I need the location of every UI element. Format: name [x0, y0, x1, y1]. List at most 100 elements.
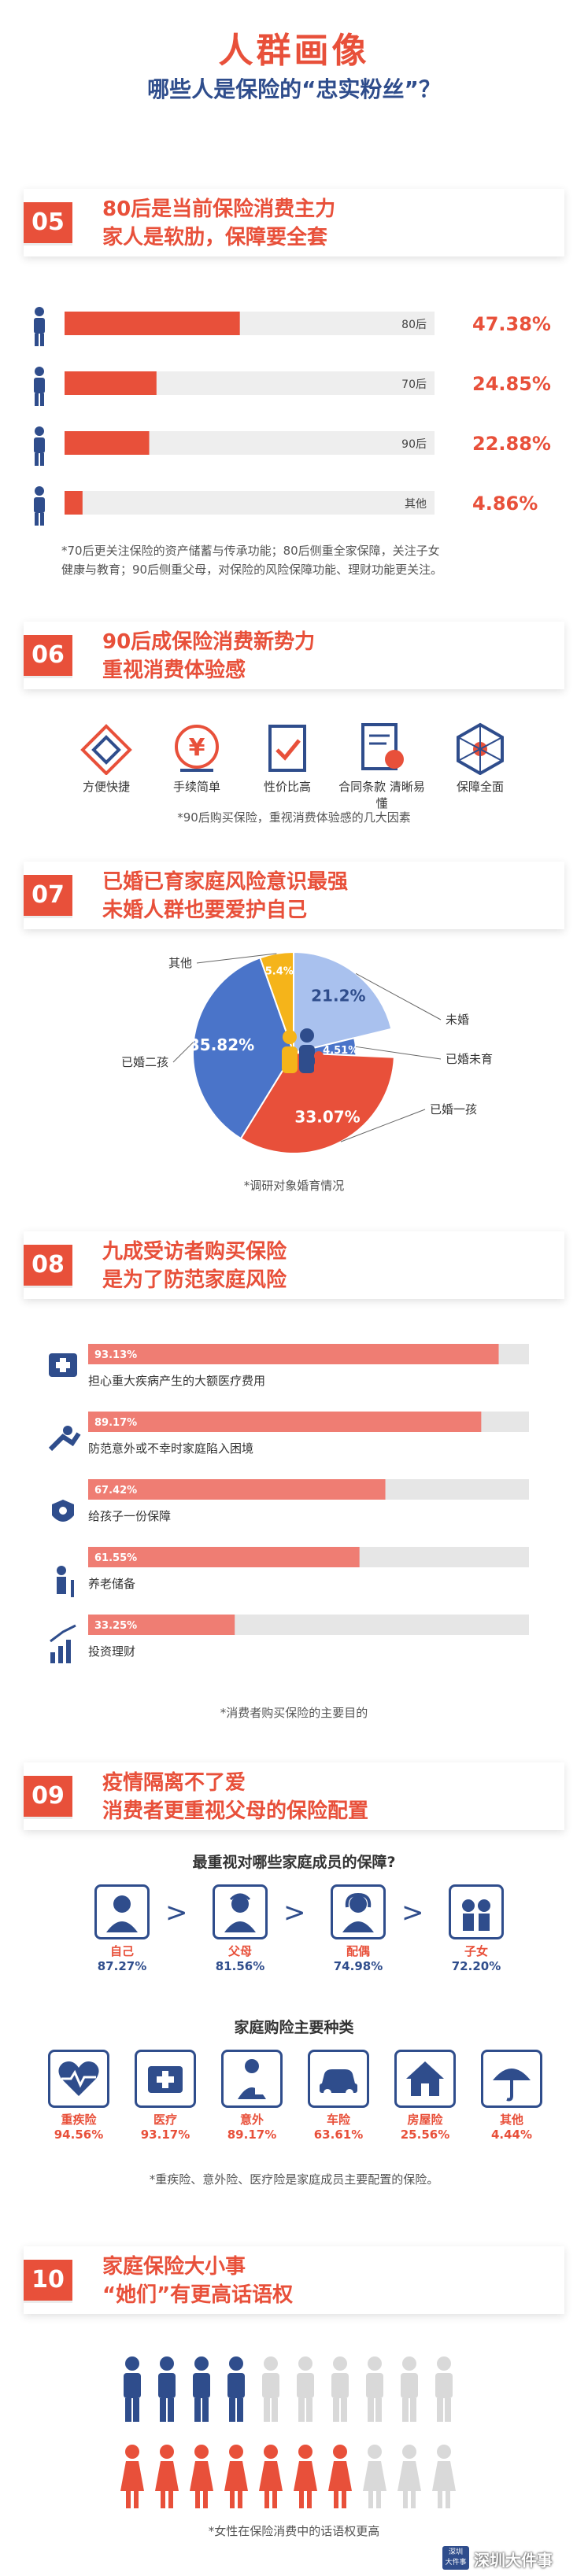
- factor-label: 合同条款 清晰易懂: [338, 780, 425, 810]
- female-leg: [161, 2491, 165, 2508]
- bar-value-label: 89.17%: [94, 1417, 137, 1429]
- pie-slice: [192, 957, 295, 1140]
- male-figure: [227, 2356, 245, 2422]
- person-icon-body: [34, 497, 45, 513]
- female-figure: [224, 2445, 248, 2508]
- male-head: [437, 2356, 451, 2371]
- bar-track: [65, 491, 435, 515]
- section-title-line2: 是为了防范家庭风险: [102, 1268, 287, 1292]
- member-name: 配偶: [346, 1944, 370, 1958]
- ins-accident: 意外 89.17%: [214, 2050, 290, 2142]
- car-icon: [308, 2050, 369, 2108]
- female-dress: [432, 2461, 456, 2491]
- checklist-icon: [268, 725, 306, 772]
- female-leg: [403, 2491, 408, 2508]
- male-figure: [158, 2356, 176, 2422]
- male-figure: [366, 2356, 383, 2422]
- section-07-header: 07 已婚已育家庭风险意识最强 未婚人群也要爱护自己: [24, 862, 564, 929]
- person-icon: [35, 426, 44, 436]
- male-body: [262, 2373, 279, 2398]
- ins-car: 车险 63.61%: [301, 2050, 376, 2142]
- section-number: 10: [24, 2260, 72, 2301]
- female-figure: [120, 2445, 144, 2508]
- family-question: 最重视对哪些家庭成员的保障?: [192, 1854, 396, 1871]
- leader-line: [196, 953, 277, 964]
- female-leg: [195, 2491, 200, 2508]
- male-head: [229, 2356, 243, 2371]
- male-leg: [237, 2398, 243, 2422]
- person-icon: [35, 307, 44, 316]
- male-body: [331, 2373, 349, 2398]
- slice-category-label: 其他: [168, 956, 192, 970]
- insurance-question: 家庭购险主要种类: [234, 2019, 354, 2036]
- factor-value: 性价比高: [244, 720, 331, 795]
- bar-category-label: 投资理财: [88, 1644, 135, 1659]
- factor-label: 保障全面: [456, 780, 504, 794]
- member-name: 自己: [109, 1944, 134, 1958]
- convenience-icon: [80, 724, 132, 776]
- bar-category-label: 养老储备: [88, 1577, 135, 1591]
- male-leg: [264, 2398, 270, 2422]
- contract-icon: [361, 723, 404, 770]
- ins-value: 93.17%: [140, 2128, 190, 2142]
- male-figure: [124, 2356, 141, 2422]
- person-icon-leg: [35, 393, 39, 406]
- factor-full-coverage: 保障全面: [433, 720, 527, 795]
- sec09-note: *重疾险、意外险、医疗险是家庭成员主要配置的保险。: [149, 2172, 439, 2187]
- female-leg: [203, 2491, 208, 2508]
- male-leg: [194, 2398, 201, 2422]
- medical-kit-icon: [49, 1353, 77, 1377]
- male-leg: [375, 2398, 382, 2422]
- medical-kit-icon: [135, 2050, 196, 2108]
- slice-value-label: 35.82%: [189, 1035, 254, 1054]
- house-icon: [394, 2050, 456, 2108]
- male-figure: [262, 2356, 279, 2422]
- sec05-note-line2: 健康与教育；90后侧重父母，对保险的风险保障功能、理财功能更关注。: [61, 563, 443, 577]
- male-leg: [168, 2398, 174, 2422]
- section-08-header: 08 九成受访者购买保险 是为了防范家庭风险: [24, 1231, 564, 1299]
- section-title-line2: 消费者更重视父母的保险配置: [102, 1799, 369, 1823]
- value-label: 22.88%: [472, 433, 551, 455]
- member-name: 子女: [464, 1944, 488, 1958]
- section-06-header: 06 90后成保险消费新势力 重视消费体验感: [24, 622, 564, 689]
- female-leg: [446, 2491, 450, 2508]
- female-leg: [299, 2491, 304, 2508]
- member-name: 父母: [227, 1944, 252, 1958]
- factor-simple: ¥ 手续简单: [153, 720, 240, 795]
- male-body: [435, 2373, 453, 2398]
- growth-chart-icon: [50, 1624, 76, 1663]
- male-leg: [402, 2398, 409, 2422]
- female-leg: [272, 2491, 277, 2508]
- section-title-line1: 家庭保险大小事: [102, 2255, 246, 2279]
- female-figure: [328, 2445, 352, 2508]
- male-head: [194, 2356, 209, 2371]
- leader-line: [172, 1042, 194, 1063]
- female-head: [333, 2445, 347, 2459]
- member-children: 子女 72.20%: [441, 1884, 512, 1973]
- ins-critical: 重疾险 94.56%: [41, 2050, 116, 2142]
- male-leg: [160, 2398, 166, 2422]
- bar-category-label: 担心重大疾病产生的大额医疗费用: [88, 1374, 265, 1388]
- ins-value: 94.56%: [54, 2128, 104, 2142]
- person-icon: [35, 486, 44, 496]
- chevron-right-icon: >: [283, 1897, 306, 1928]
- ins-name: 意外: [239, 2113, 264, 2127]
- bar: [88, 1344, 499, 1364]
- sec10-note: *女性在保险消费中的话语权更高: [208, 2524, 380, 2538]
- person-icon-leg: [35, 334, 39, 346]
- female-leg: [368, 2491, 373, 2508]
- female-leg: [376, 2491, 381, 2508]
- children-icon: [449, 1884, 504, 1939]
- female-dress: [398, 2461, 421, 2491]
- female-leg: [126, 2491, 131, 2508]
- female-head: [298, 2445, 312, 2459]
- male-leg: [272, 2398, 278, 2422]
- heart-pulse-icon: [48, 2050, 109, 2108]
- generation-bar-chart: 80后 47.38% 70后 24.85% 90后 22.88% 其他 4.86%: [34, 307, 551, 526]
- female-head: [125, 2445, 139, 2459]
- page-subtitle: 哪些人是保险的“忠实粉丝”？: [147, 76, 441, 102]
- member-value: 74.98%: [333, 1959, 383, 1973]
- factor-label: 方便快捷: [82, 780, 130, 794]
- female-figure: [190, 2445, 213, 2508]
- value-label: 24.85%: [472, 373, 551, 395]
